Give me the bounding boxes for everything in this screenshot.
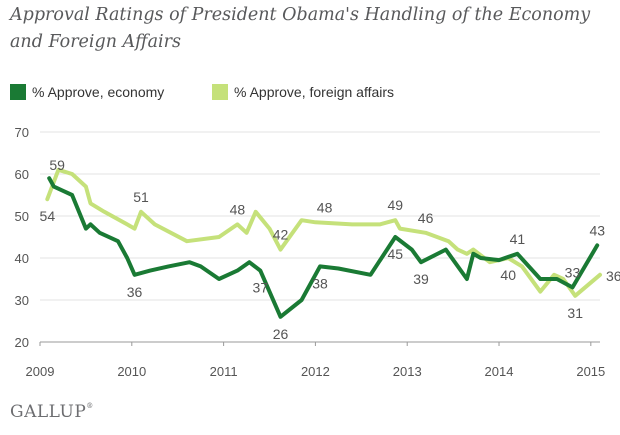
data-labels: 59 36 37 26 38 45 39 41 33 43 54 51 48 42 48 49 46 40 31 36 (40, 157, 620, 342)
y-tick-label-50: 50 (15, 209, 29, 224)
brand-mark: ® (86, 402, 94, 410)
brand-name: GALLUP (10, 402, 87, 422)
data-label-foreign-affairs-3: 42 (273, 227, 289, 243)
series-line-foreign-affairs (45, 167, 602, 298)
data-label-economy-1: 36 (127, 284, 143, 300)
x-tick-label-2009: 2009 (26, 364, 55, 379)
y-tick-label-60: 60 (15, 167, 29, 182)
x-tick-label-2013: 2013 (393, 364, 422, 379)
data-label-foreign-affairs-7: 40 (500, 267, 516, 283)
data-label-economy-0: 59 (49, 157, 65, 173)
series-line-economy (47, 176, 600, 319)
data-label-economy-9: 43 (589, 222, 605, 238)
x-tick-label-2014: 2014 (485, 364, 514, 379)
chart-title: Approval Ratings of President Obama's Ha… (10, 5, 591, 52)
legend-item-economy: % Approve, economy (10, 84, 164, 100)
x-tick-label-2011: 2011 (210, 364, 238, 379)
gallup-logo: GALLUP® (10, 402, 94, 422)
data-label-economy-5: 45 (387, 246, 403, 262)
data-label-foreign-affairs-8: 31 (567, 305, 583, 321)
x-tick-label-2012: 2012 (301, 364, 330, 379)
legend-label-foreign-affairs: % Approve, foreign affairs (234, 84, 395, 100)
data-label-economy-6: 39 (413, 271, 429, 287)
legend-swatch-economy (10, 84, 26, 100)
data-label-foreign-affairs-4: 48 (317, 199, 333, 215)
x-tick-label-2015: 2015 (576, 364, 605, 379)
legend-label-economy: % Approve, economy (32, 84, 165, 100)
y-tick-label-30: 30 (15, 293, 29, 308)
data-label-economy-2: 37 (253, 280, 269, 296)
data-label-foreign-affairs-0: 54 (40, 208, 56, 224)
legend-item-foreign-affairs: % Approve, foreign affairs (212, 84, 394, 100)
legend-swatch-foreign-affairs (212, 84, 228, 100)
data-label-foreign-affairs-9: 36 (606, 268, 620, 284)
data-label-economy-8: 33 (565, 264, 581, 280)
axes: 20 30 40 50 60 70 2009 2010 2011 2012 2013 2014 2015 (15, 125, 606, 379)
y-tick-label-70: 70 (15, 125, 29, 140)
data-label-foreign-affairs-2: 48 (230, 201, 246, 217)
series-lines (45, 167, 602, 319)
x-tick-label-2010: 2010 (117, 364, 146, 379)
y-tick-label-20: 20 (15, 335, 29, 350)
y-tick-label-40: 40 (15, 251, 29, 266)
data-label-foreign-affairs-6: 46 (418, 210, 434, 226)
data-label-foreign-affairs-5: 49 (387, 197, 403, 213)
data-label-foreign-affairs-1: 51 (133, 189, 149, 205)
data-label-economy-7: 41 (510, 231, 526, 247)
data-label-economy-3: 26 (273, 326, 289, 342)
data-label-economy-4: 38 (312, 275, 328, 291)
